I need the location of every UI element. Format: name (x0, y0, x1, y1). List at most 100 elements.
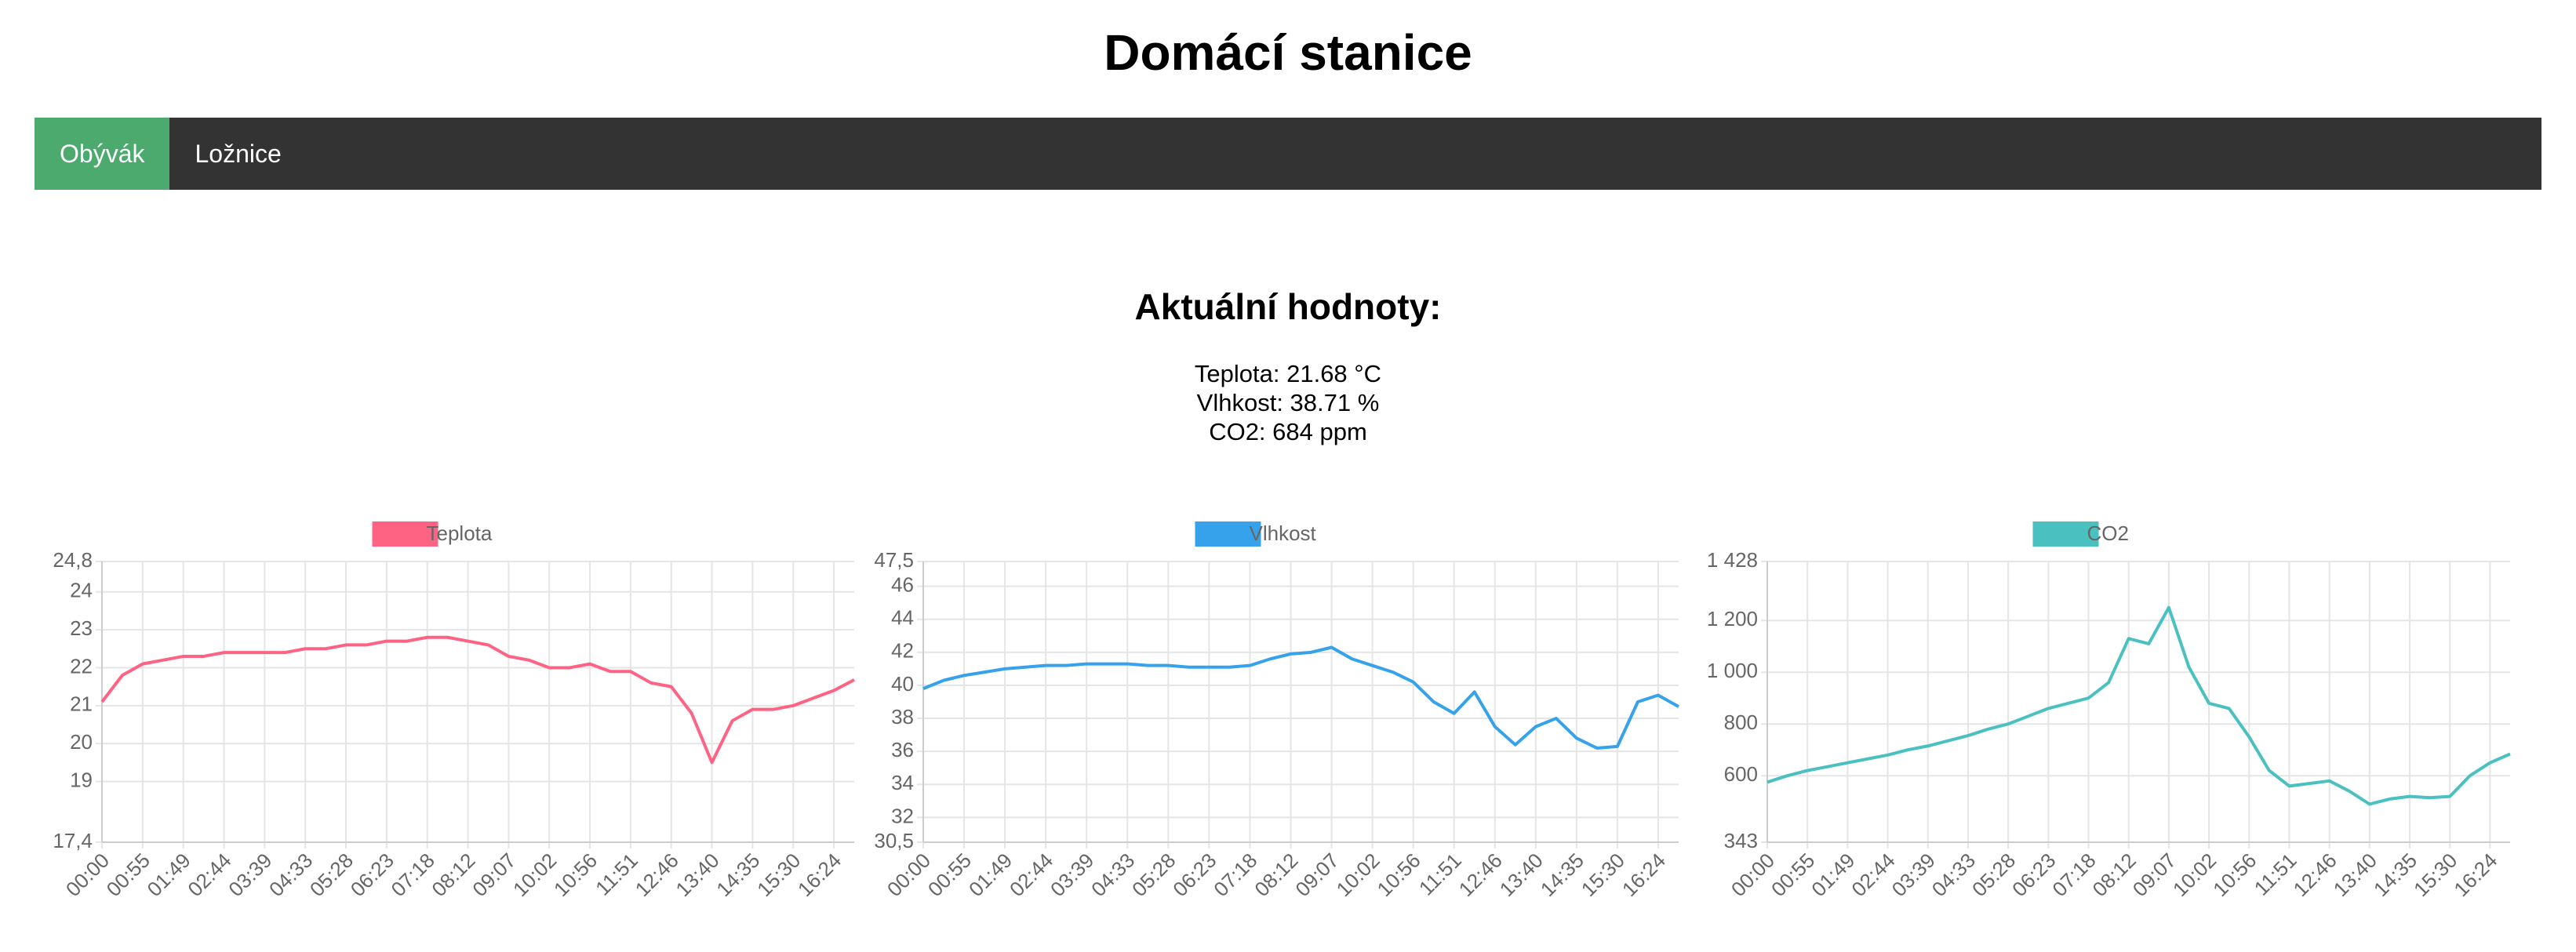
y-tick-label: 22 (70, 654, 93, 678)
x-tick-label: 16:24 (1617, 848, 1670, 901)
y-tick-label: 1 000 (1707, 659, 1758, 682)
x-tick-label: 09:07 (2128, 848, 2181, 901)
current-title: Aktuální hodnoty: (1134, 286, 1442, 327)
current-value: Teplota: 21.68 °C (1194, 360, 1382, 387)
x-tick-label: 10:02 (508, 848, 561, 901)
y-tick-label: 19 (70, 768, 93, 791)
legend-label: Teplota (427, 521, 493, 545)
y-tick-label: 600 (1724, 762, 1758, 786)
x-tick-label: 12:46 (631, 848, 683, 901)
x-tick-label: 13:40 (1495, 848, 1548, 901)
legend-swatch (2032, 521, 2099, 547)
x-tick-label: 16:24 (793, 848, 846, 901)
y-tick-label: 42 (891, 639, 914, 663)
x-tick-label: 07:18 (2047, 848, 2100, 901)
x-tick-label: 14:35 (2369, 848, 2421, 901)
x-tick-label: 10:56 (2208, 848, 2261, 901)
x-tick-label: 01:49 (143, 848, 195, 901)
x-tick-label: 07:18 (387, 848, 439, 901)
y-tick-label: 24,8 (53, 548, 93, 572)
legend-label: CO2 (2087, 521, 2129, 545)
x-tick-label: 01:49 (1806, 848, 1859, 901)
x-tick-label: 09:07 (468, 848, 520, 901)
x-tick-label: 11:51 (591, 848, 642, 900)
y-tick-label: 23 (70, 616, 93, 640)
x-tick-label: 04:33 (1927, 848, 1980, 901)
tab[interactable]: Obývák (35, 118, 170, 190)
y-tick-label: 36 (891, 738, 914, 761)
x-tick-label: 08:12 (2088, 848, 2141, 901)
y-tick-label: 30,5 (874, 829, 914, 852)
x-tick-label: 02:44 (1005, 848, 1057, 901)
x-tick-label: 15:30 (752, 848, 805, 901)
x-tick-label: 04:33 (264, 848, 317, 901)
y-tick-label: 32 (891, 804, 914, 827)
y-tick-label: 24 (70, 579, 93, 602)
y-tick-label: 343 (1724, 829, 1758, 852)
x-tick-label: 03:39 (224, 848, 276, 901)
x-tick-label: 11:51 (2250, 848, 2301, 900)
x-tick-label: 10:56 (1373, 848, 1425, 901)
y-tick-label: 46 (891, 572, 914, 596)
tab[interactable]: Ložnice (195, 140, 282, 168)
x-tick-label: 10:56 (549, 848, 602, 901)
x-tick-label: 15:30 (1577, 848, 1629, 901)
x-tick-label: 00:00 (1726, 848, 1779, 901)
x-tick-label: 12:46 (2289, 848, 2341, 901)
x-tick-label: 10:02 (2168, 848, 2221, 901)
x-tick-label: 16:24 (2449, 848, 2501, 901)
legend-label: Vlhkost (1250, 521, 1317, 545)
x-tick-label: 01:49 (964, 848, 1017, 901)
x-tick-label: 00:55 (1766, 848, 1819, 901)
y-tick-label: 21 (70, 692, 93, 716)
y-tick-label: 20 (70, 730, 93, 754)
x-tick-label: 02:44 (1846, 848, 1899, 901)
x-tick-label: 14:35 (711, 848, 764, 901)
x-tick-label: 06:23 (346, 848, 398, 901)
x-tick-label: 11:51 (1414, 848, 1466, 900)
x-tick-label: 00:55 (923, 848, 976, 901)
x-tick-label: 04:33 (1086, 848, 1139, 901)
x-tick-label: 13:40 (2329, 848, 2381, 901)
x-tick-label: 00:55 (102, 848, 155, 901)
y-tick-label: 40 (891, 672, 914, 696)
current-values: Teplota: 21.68 °C Vlhkost: 38.71 % CO2: … (0, 359, 2576, 446)
chart: 17,4 19 20 21 22 23 24 24,8 00:0000:5501:4902:44… (53, 521, 855, 901)
x-tick-label: 12:46 (1454, 848, 1507, 901)
y-tick-label: 34 (891, 771, 914, 794)
x-tick-label: 10:02 (1331, 848, 1384, 901)
page-title: Domácí stanice (1104, 24, 1472, 81)
x-tick-label: 05:28 (1127, 848, 1180, 901)
current-value: Vlhkost: 38.71 % (1196, 389, 1380, 416)
y-tick-label: 44 (891, 606, 914, 630)
x-tick-label: 03:39 (1046, 848, 1098, 901)
y-tick-label: 1 200 (1707, 607, 1758, 630)
current-value: CO2: 684 ppm (1209, 418, 1367, 445)
chart: 30,5323436384042444647,500:0000:5501:490… (874, 521, 1679, 901)
legend-swatch (1195, 521, 1261, 547)
x-tick-label: 13:40 (671, 848, 723, 901)
x-tick-label: 06:23 (1168, 848, 1221, 901)
y-tick-label: 800 (1724, 710, 1758, 734)
x-tick-label: 05:28 (1967, 848, 2020, 901)
x-tick-label: 08:12 (1250, 848, 1302, 901)
x-tick-label: 06:23 (2007, 848, 2060, 901)
y-tick-label: 47,5 (874, 548, 914, 572)
x-tick-label: 14:35 (1536, 848, 1588, 901)
y-tick-label: 1 428 (1707, 548, 1758, 572)
x-tick-label: 02:44 (183, 848, 235, 901)
legend-swatch (372, 521, 438, 547)
nav-bar: Obývák Ložnice (35, 118, 2541, 190)
x-tick-label: 05:28 (305, 848, 358, 901)
x-tick-label: 08:12 (427, 848, 479, 901)
data-line (1766, 605, 2511, 806)
x-tick-label: 07:18 (1209, 848, 1261, 901)
x-tick-label: 03:39 (1887, 848, 1940, 901)
y-tick-label: 17,4 (53, 829, 93, 852)
y-tick-label: 38 (891, 705, 914, 729)
x-tick-label: 09:07 (1290, 848, 1343, 901)
x-tick-label: 15:30 (2409, 848, 2461, 901)
